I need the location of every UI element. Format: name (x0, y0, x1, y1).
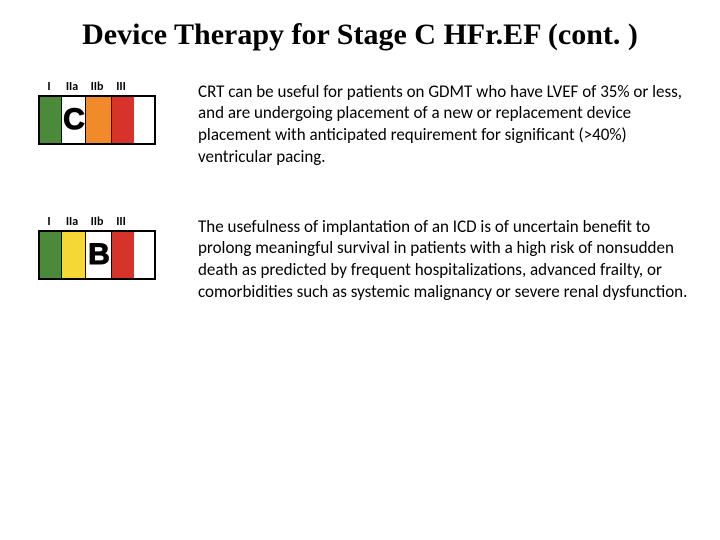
class-box-I (40, 97, 62, 143)
class-header-IIb: IIb (84, 81, 110, 93)
class-box-IIa (62, 232, 86, 278)
recommendation-row: I IIa IIb III B The usefulness of implan… (30, 216, 690, 303)
evidence-letter: B (88, 238, 109, 272)
class-box-IIb (86, 97, 112, 143)
class-box-I (40, 232, 62, 278)
class-boxes: B (38, 230, 156, 280)
class-headers: I IIa IIb III (38, 216, 156, 228)
class-header-IIa: IIa (60, 81, 84, 93)
class-header-III: III (110, 81, 132, 93)
class-box-IIa: C (62, 97, 86, 143)
class-header-III: III (110, 216, 132, 228)
class-box-III (112, 232, 134, 278)
class-header-IIa: IIa (60, 216, 84, 228)
class-badge: I IIa IIb III C (38, 81, 156, 145)
class-header-IIb: IIb (84, 216, 110, 228)
class-box-IIb: B (86, 232, 112, 278)
class-header-I: I (38, 81, 60, 93)
page-title: Device Therapy for Stage C HFr.EF (cont.… (30, 18, 690, 53)
recommendation-row: I IIa IIb III C CRT can be useful for pa… (30, 81, 690, 168)
class-badge: I IIa IIb III B (38, 216, 156, 280)
class-boxes: C (38, 95, 156, 145)
recommendation-text: The usefulness of implantation of an ICD… (156, 216, 690, 303)
class-headers: I IIa IIb III (38, 81, 156, 93)
class-header-I: I (38, 216, 60, 228)
evidence-letter: C (63, 103, 84, 137)
class-box-III (112, 97, 134, 143)
recommendation-text: CRT can be useful for patients on GDMT w… (156, 81, 690, 168)
